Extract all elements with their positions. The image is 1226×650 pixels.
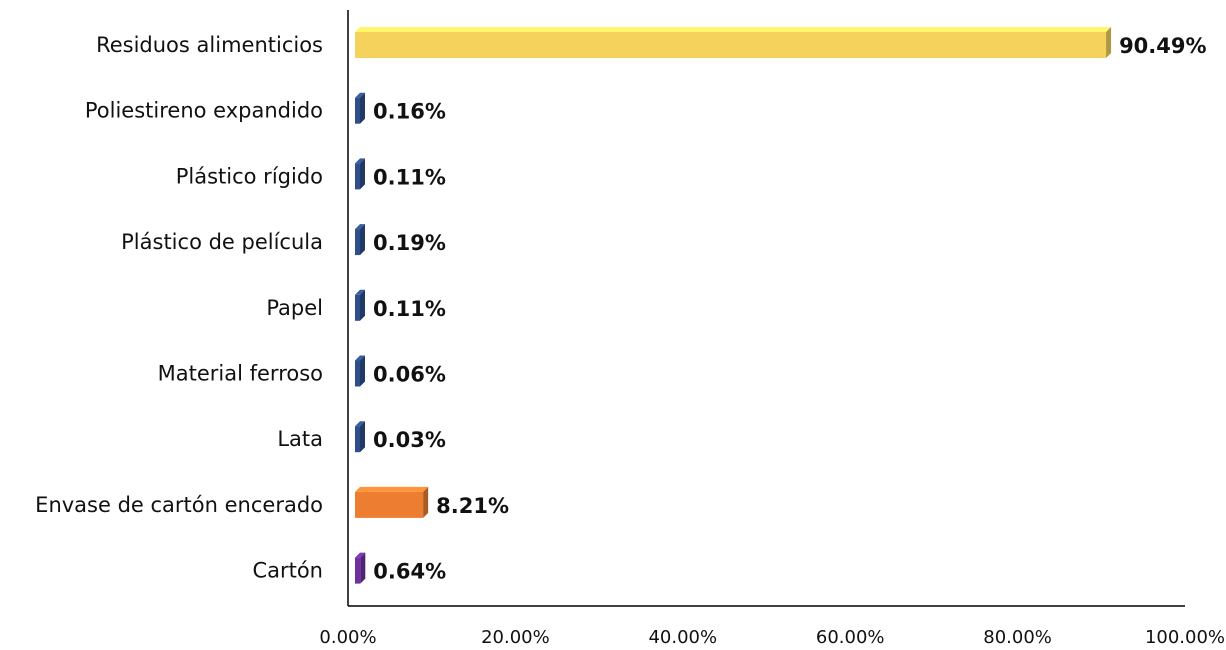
bar-top-lata: [355, 421, 365, 427]
category-label-lata: Lata: [277, 427, 323, 451]
bar-side-plastico-de-pelicula: [360, 224, 365, 256]
axes-layer: [347, 10, 1185, 607]
category-label-plastico-de-pelicula: Plástico de película: [121, 230, 323, 254]
x-tick-label: 60.00%: [816, 627, 885, 648]
x-tick-label: 20.00%: [481, 627, 550, 648]
bar-material-ferroso: [355, 355, 365, 387]
ticks-layer: 0.00% 20.00% 40.00% 60.00% 80.00% 100.00%: [319, 627, 1225, 648]
bar-top-plastico-de-pelicula: [355, 224, 365, 230]
bar-residuos-alimenticios: [355, 27, 1112, 58]
bar-top-carton: [355, 552, 366, 558]
bars-layer: [355, 27, 1112, 584]
x-tick-label: 40.00%: [648, 627, 717, 648]
value-label-envase-de-carton-encerado: 8.21%: [436, 494, 509, 518]
value-label-lata: 0.03%: [373, 428, 446, 452]
bar-poliestireno-expandido: [355, 92, 365, 124]
bar-top-residuos-alimenticios: [355, 27, 1112, 32]
bar-front-papel: [355, 294, 360, 321]
bar-plastico-rigido: [355, 158, 365, 190]
value-label-residuos-alimenticios: 90.49%: [1119, 34, 1206, 58]
labels-layer: Residuos alimenticios 90.49% Poliestireno …: [35, 33, 1206, 584]
bar-front-envase-de-carton-encerado: [355, 491, 424, 518]
bar-side-lata: [360, 421, 365, 453]
bar-carton: [355, 552, 366, 584]
bar-papel: [355, 289, 365, 321]
x-tick-label: 80.00%: [983, 627, 1052, 648]
value-label-carton: 0.64%: [373, 560, 446, 584]
bar-side-poliestireno-expandido: [360, 92, 365, 124]
bar-front-material-ferroso: [355, 360, 360, 387]
x-tick-label: 100.00%: [1145, 627, 1225, 648]
value-label-plastico-de-pelicula: 0.19%: [373, 231, 446, 255]
category-label-residuos-alimenticios: Residuos alimenticios: [96, 33, 323, 57]
bar-front-plastico-de-pelicula: [355, 229, 360, 256]
bar-top-envase-de-carton-encerado: [355, 486, 429, 492]
bar-side-papel: [360, 289, 365, 321]
bar-side-plastico-rigido: [360, 158, 365, 190]
value-label-plastico-rigido: 0.11%: [373, 165, 446, 189]
bar-top-plastico-rigido: [355, 158, 365, 164]
value-label-material-ferroso: 0.06%: [373, 363, 446, 387]
value-label-poliestireno-expandido: 0.16%: [373, 100, 446, 124]
bar-side-envase-de-carton-encerado: [423, 486, 429, 518]
category-label-carton: Cartón: [252, 559, 323, 583]
value-label-papel: 0.11%: [373, 297, 446, 321]
category-label-envase-de-carton-encerado: Envase de cartón encerado: [35, 493, 323, 517]
bar-side-material-ferroso: [360, 355, 365, 387]
bar-front-carton: [355, 557, 361, 584]
bar-side-carton: [360, 552, 366, 584]
bar-plastico-de-pelicula: [355, 224, 365, 256]
bar-side-residuos-alimenticios: [1106, 27, 1112, 58]
category-label-material-ferroso: Material ferroso: [158, 362, 323, 386]
category-label-papel: Papel: [266, 296, 323, 320]
bar-top-poliestireno-expandido: [355, 92, 365, 98]
bar-front-lata: [355, 426, 360, 453]
bar-front-residuos-alimenticios: [355, 32, 1107, 58]
category-label-plastico-rigido: Plástico rígido: [176, 164, 323, 188]
x-tick-label: 0.00%: [319, 627, 376, 648]
bar-front-plastico-rigido: [355, 163, 360, 190]
bar-top-papel: [355, 289, 365, 295]
bar-front-poliestireno-expandido: [355, 97, 360, 124]
bar-top-material-ferroso: [355, 355, 365, 361]
category-label-poliestireno-expandido: Poliestireno expandido: [85, 99, 323, 123]
bar-lata: [355, 421, 365, 453]
bar-envase-de-carton-encerado: [355, 486, 429, 518]
